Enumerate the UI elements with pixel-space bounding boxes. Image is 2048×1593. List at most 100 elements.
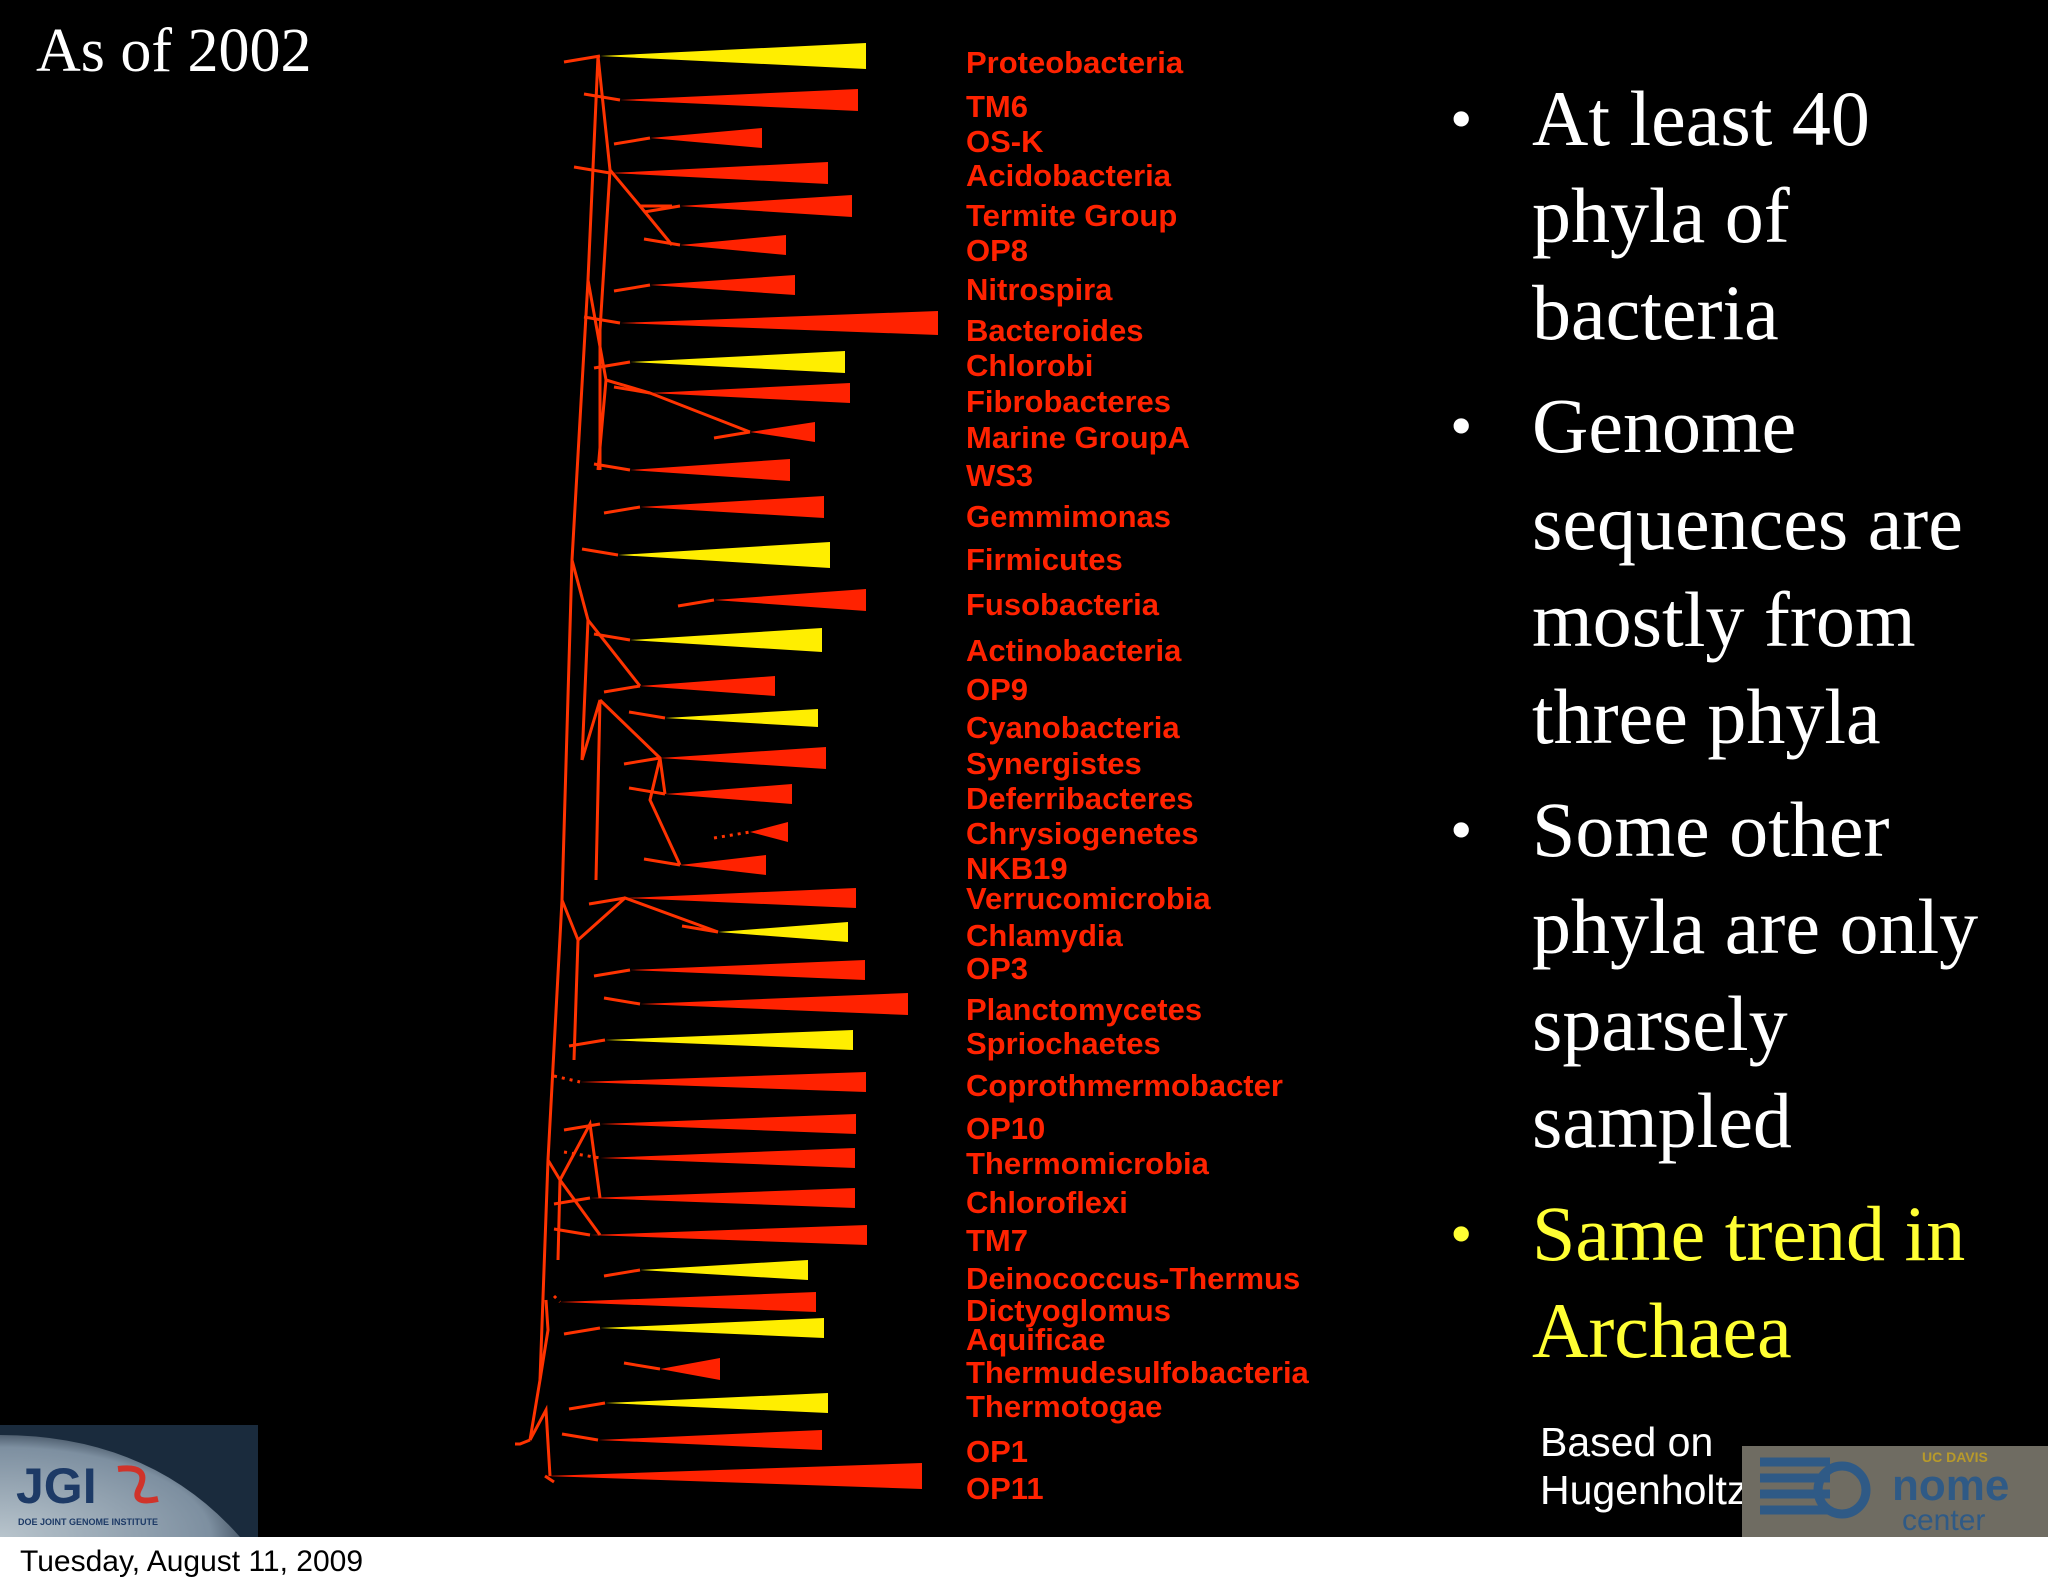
credit-line-1: Based on	[1540, 1419, 1714, 1465]
taxon-label: Synergistes	[966, 746, 1142, 781]
genome-center-logo: UC DAVIS nome center	[1742, 1446, 2048, 1537]
taxon-label: TM6	[966, 89, 1028, 124]
tree-branch	[563, 1326, 601, 1336]
tree-branch	[593, 360, 631, 370]
bullet-dot: •	[1450, 794, 1473, 865]
bullet-dot: •	[1450, 83, 1473, 154]
tree-branch	[648, 757, 682, 866]
footer-date: Tuesday, August 11, 2009	[20, 1545, 364, 1578]
bullet-item: • Genome sequences are mostly from three …	[1450, 377, 2030, 765]
clade-wedge	[750, 422, 815, 442]
tree-branch	[561, 1432, 599, 1442]
tree-branch	[593, 462, 631, 472]
clade-wedge	[605, 1030, 853, 1050]
taxon-label: Spriochaetes	[966, 1026, 1161, 1061]
clade-wedge	[718, 922, 848, 942]
tree-branch	[573, 165, 611, 175]
tree-branch	[613, 136, 651, 146]
tree-branch	[560, 899, 580, 1061]
gc-ucdavis: UC DAVIS	[1922, 1449, 1988, 1465]
taxon-label: Thermomicrobia	[966, 1146, 1209, 1181]
tree-branch	[552, 1294, 562, 1304]
tree-branch	[558, 1119, 602, 1199]
tree-branch	[603, 1268, 641, 1278]
clade-wedge	[650, 383, 850, 403]
tree-branch	[681, 924, 719, 934]
taxon-label: OP9	[966, 672, 1029, 707]
tree-branch	[628, 786, 666, 796]
clade-wedge	[625, 888, 856, 908]
clade-wedge	[545, 1463, 922, 1489]
tree-branch	[563, 1150, 601, 1160]
tree-branch	[603, 996, 641, 1006]
tree-branch	[568, 1401, 606, 1411]
clade-wedge	[600, 1318, 824, 1338]
taxon-label: Bacteroides	[966, 313, 1144, 348]
bullet-dot: •	[1450, 1198, 1473, 1269]
bullet-text: Same trend in Archaea	[1532, 1190, 1966, 1374]
tree-branch	[568, 1038, 606, 1048]
phylogenetic-tree	[515, 43, 938, 1489]
tree-branch	[515, 1438, 531, 1446]
taxon-label: WS3	[966, 458, 1034, 493]
tree-branch	[586, 279, 608, 471]
taxon-label: Deferribacteres	[966, 781, 1194, 816]
clade-wedge	[610, 162, 828, 184]
clade-wedge	[650, 275, 795, 295]
taxon-label: Gemmimonas	[966, 499, 1172, 534]
taxon-label: Fusobacteria	[966, 587, 1159, 622]
clade-wedge	[680, 195, 852, 217]
clade-wedge	[640, 1260, 808, 1280]
tree-branch	[546, 1159, 562, 1261]
taxon-label: Deinococcus-Thermus	[966, 1261, 1301, 1296]
clade-wedge	[630, 459, 790, 481]
tree-branch	[583, 315, 621, 325]
taxon-label: Fibrobacteres	[966, 384, 1172, 419]
bullet-text: Some other phyla are only sparsely sampl…	[1532, 786, 1979, 1164]
taxon-label: Chlorobi	[966, 348, 1094, 383]
taxon-label: OP10	[966, 1111, 1046, 1146]
taxon-label: OP8	[966, 233, 1029, 268]
tree-branch	[558, 1179, 602, 1236]
tree-branch	[613, 385, 651, 395]
taxon-label: TM7	[966, 1223, 1028, 1258]
clade-wedge	[630, 960, 865, 980]
clade-wedge	[680, 235, 786, 255]
clade-wedge	[650, 128, 762, 148]
tree-branch	[613, 283, 651, 293]
gc-center: center	[1902, 1504, 1985, 1537]
bullet-dot: •	[1450, 390, 1473, 461]
tree-branch	[553, 1227, 591, 1237]
clade-wedge	[600, 1114, 856, 1134]
tree-branch	[593, 968, 631, 978]
taxon-label: Thermotogae	[966, 1389, 1163, 1424]
clade-wedge	[640, 993, 908, 1015]
tree-branch	[593, 632, 631, 642]
tree-branch	[553, 1074, 581, 1084]
tree-branch	[528, 1404, 552, 1477]
clade-wedge	[600, 43, 866, 69]
tree-branch	[643, 204, 681, 214]
clade-wedge	[598, 1430, 822, 1450]
taxon-label: Acidobacteria	[966, 158, 1172, 193]
tree-branch	[544, 1474, 555, 1484]
tree-branch	[603, 684, 641, 694]
tree-branch	[563, 54, 601, 64]
clade-wedge	[640, 496, 824, 518]
clade-wedge	[605, 1393, 828, 1413]
jgi-wordmark: JGI	[16, 1458, 97, 1514]
taxon-label: OP11	[966, 1471, 1044, 1506]
taxon-label: OP1	[966, 1434, 1029, 1469]
tree-branch	[528, 55, 600, 1441]
taxon-label: Coprothmermobacter	[966, 1068, 1283, 1103]
clade-wedge	[590, 1225, 867, 1245]
taxon-label: Termite Group	[966, 198, 1178, 233]
taxon-label: Planctomycetes	[966, 992, 1203, 1027]
tree-branch	[570, 559, 590, 761]
clade-wedge	[640, 676, 775, 696]
clade-wedge	[714, 589, 866, 611]
clade-wedge	[620, 89, 858, 111]
taxon-label: OP3	[966, 951, 1029, 986]
taxon-label: Aquificae	[966, 1322, 1106, 1357]
taxon-label: Firmicutes	[966, 542, 1123, 577]
